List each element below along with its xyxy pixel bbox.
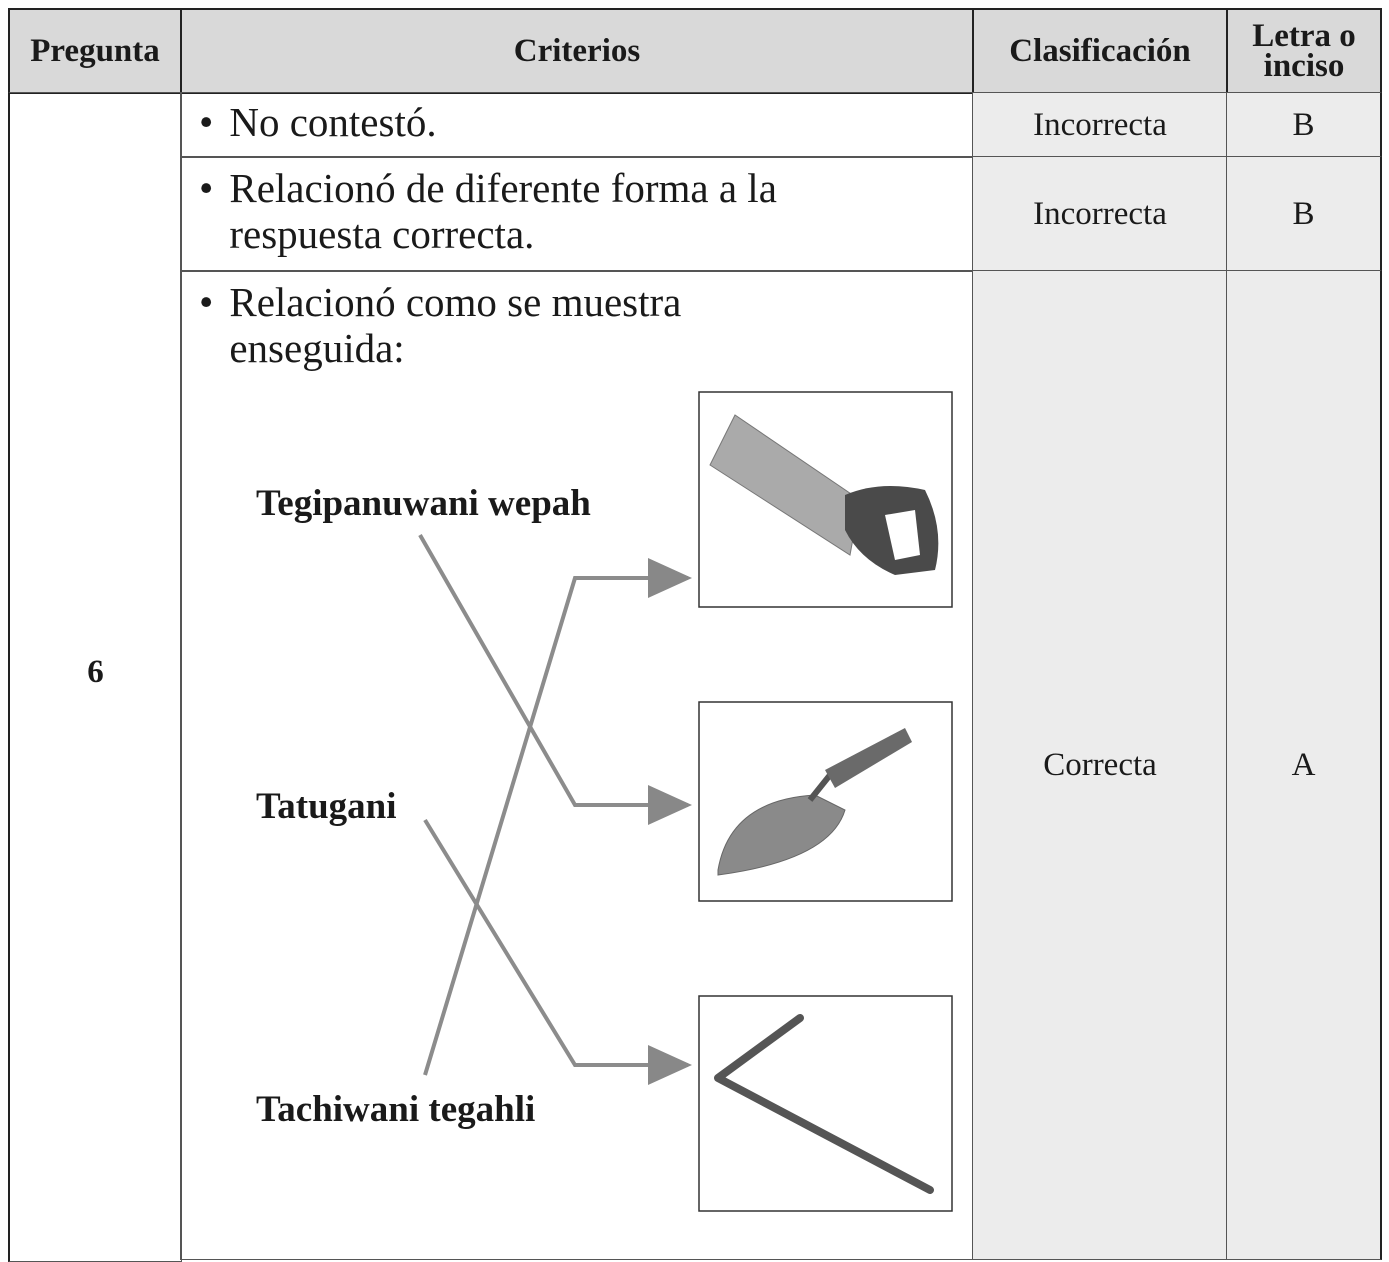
criterion: • Relacionó de diferente forma a la respu… xyxy=(180,156,974,272)
letter: B xyxy=(1226,92,1382,158)
criterion-text: Relacionó como se muestra enseguida: xyxy=(229,279,682,371)
diagram-label: Tegipanuwani wepah xyxy=(256,483,591,524)
diagram-label: Tatugani xyxy=(256,786,397,827)
trowel-icon xyxy=(717,728,912,876)
criterion-text: Relacionó de diferente forma a la respue… xyxy=(229,165,777,257)
header-cell: Clasificación xyxy=(972,8,1228,94)
criterion: • No contestó. xyxy=(180,92,974,158)
letter: A xyxy=(1226,270,1382,1260)
classification: Incorrecta xyxy=(972,156,1228,272)
header-cell: Pregunta xyxy=(8,8,182,94)
criterion: • Relacionó como se muestra enseguida: xyxy=(180,270,974,1260)
hoe-icon xyxy=(714,1014,934,1194)
letter: B xyxy=(1226,156,1382,272)
connector xyxy=(418,534,692,825)
connector xyxy=(423,818,692,1085)
classification: Correcta xyxy=(972,270,1228,1260)
header-cell: Criterios xyxy=(180,8,974,94)
diagram-label: Tachiwani tegahli xyxy=(256,1089,536,1130)
saw-icon xyxy=(709,414,939,575)
connector xyxy=(423,558,692,1076)
header-cell: Letra o inciso xyxy=(1226,8,1382,94)
criterion-text: No contestó. xyxy=(229,99,437,145)
